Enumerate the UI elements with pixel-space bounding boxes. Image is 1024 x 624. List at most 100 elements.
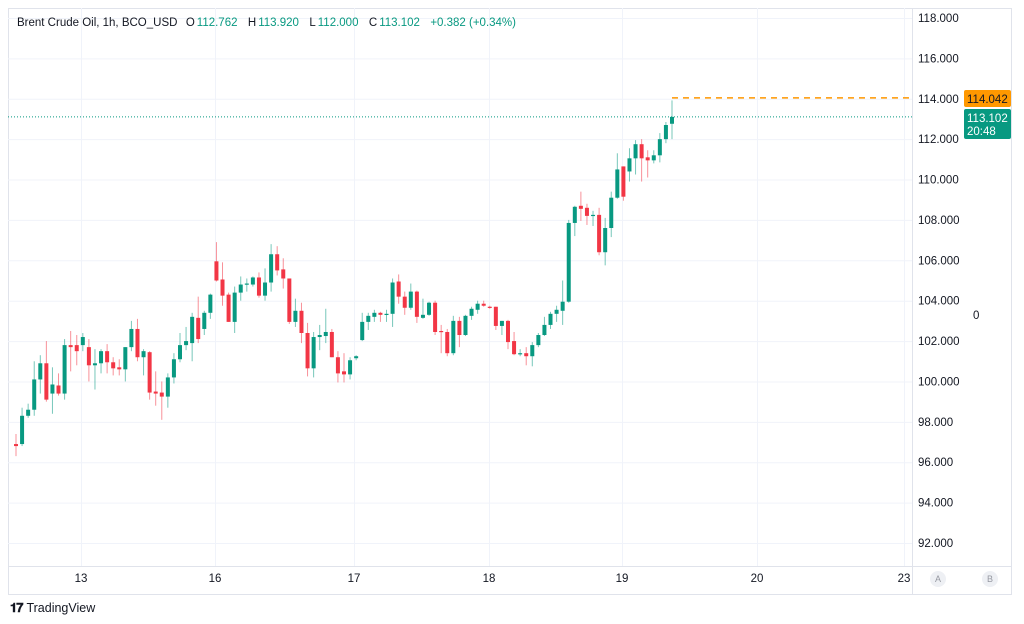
candle-body: [220, 279, 225, 296]
price-axis[interactable]: 118.000 116.000 114.000 112.000 110.000 108.0…: [918, 13, 960, 550]
candle-body: [560, 301, 565, 311]
candle-body: [20, 415, 25, 445]
candle: [159, 381, 164, 420]
candle: [184, 326, 189, 351]
candle: [250, 276, 255, 287]
time-tick-label: 16: [209, 573, 222, 585]
candle: [214, 242, 219, 282]
candle-body: [402, 296, 407, 308]
price-tick-label: 96.000: [918, 457, 953, 469]
price-lines: [8, 97, 912, 118]
candle-body: [457, 320, 462, 336]
grid: [8, 8, 912, 566]
price-tick-label: 114.000: [918, 94, 959, 106]
candle: [627, 148, 632, 182]
tradingview-logo-icon: 𝟏𝟕: [10, 600, 24, 615]
candle-body: [451, 320, 456, 354]
candle: [663, 121, 668, 144]
candle-body: [177, 345, 182, 360]
candle: [38, 355, 43, 394]
candle: [56, 373, 61, 396]
candle-body: [445, 331, 450, 354]
time-axis[interactable]: 13 16 17 18 19 20 23: [75, 573, 911, 585]
candle-body: [530, 345, 535, 357]
candle: [220, 262, 225, 306]
candle-body: [433, 302, 438, 332]
candle-body: [293, 310, 298, 322]
candle-body: [165, 377, 170, 397]
candle-body: [159, 392, 164, 397]
candle-body: [117, 367, 122, 370]
candle: [86, 339, 91, 382]
candle: [147, 351, 152, 400]
auto-scale-button[interactable]: A: [930, 571, 946, 587]
low-value: L 112.000: [309, 17, 359, 29]
candle: [463, 314, 468, 337]
candle: [68, 330, 73, 372]
candle: [493, 306, 498, 330]
candle: [165, 373, 170, 408]
candle-body: [275, 254, 280, 271]
candle-body: [317, 335, 322, 338]
candle: [651, 150, 656, 164]
candle-body: [651, 155, 656, 161]
candle: [62, 339, 67, 400]
candle: [335, 351, 340, 383]
candle-body: [493, 306, 498, 326]
candle-body: [68, 345, 73, 348]
candle: [317, 324, 322, 351]
candle: [329, 328, 334, 358]
candle: [26, 403, 31, 418]
svg-text:114.042: 114.042: [967, 94, 1008, 106]
candle-body: [554, 309, 559, 314]
candle-body: [627, 158, 632, 172]
candle: [74, 335, 79, 366]
open-value: O 112.762: [185, 17, 238, 29]
candle-body: [269, 254, 274, 283]
tradingview-logo[interactable]: 𝟏𝟕 TradingView: [10, 600, 95, 616]
candle: [621, 166, 626, 201]
candle-body: [32, 379, 37, 410]
b-button[interactable]: B: [982, 571, 998, 587]
candle: [20, 407, 25, 447]
candle: [190, 312, 195, 362]
price-tick-label: 102.000: [918, 336, 960, 348]
candle: [414, 290, 419, 323]
candle-body: [663, 125, 668, 140]
candle-body: [250, 277, 255, 285]
candle: [305, 322, 310, 377]
candle: [572, 205, 577, 237]
price-tick-label: 100.000: [918, 376, 960, 388]
candle-body: [633, 144, 638, 159]
candle: [354, 355, 359, 361]
candle-body: [505, 320, 510, 343]
candle-body: [232, 292, 237, 322]
candle-body: [99, 351, 104, 364]
candle-body: [366, 315, 371, 322]
candle: [287, 278, 292, 324]
candle-body: [26, 409, 31, 416]
candle-body: [135, 328, 140, 358]
candle: [542, 316, 547, 337]
candle-body: [591, 214, 596, 217]
candle: [123, 347, 128, 382]
candle: [299, 302, 304, 344]
price-tick-label: 106.000: [918, 255, 960, 267]
candle: [135, 318, 140, 362]
candle: [202, 310, 207, 336]
candle: [311, 331, 316, 378]
candle-body: [311, 337, 316, 369]
candle-body: [208, 294, 213, 313]
candle-body: [335, 357, 340, 374]
candle: [524, 347, 529, 366]
price-tick-label: 104.000: [918, 296, 960, 308]
candle: [439, 324, 444, 354]
candle-body: [603, 227, 608, 253]
candle: [499, 320, 504, 336]
candle: [129, 320, 134, 352]
candle: [269, 244, 274, 292]
candle: [633, 140, 638, 175]
candle: [14, 433, 18, 457]
candle-body: [481, 303, 486, 306]
